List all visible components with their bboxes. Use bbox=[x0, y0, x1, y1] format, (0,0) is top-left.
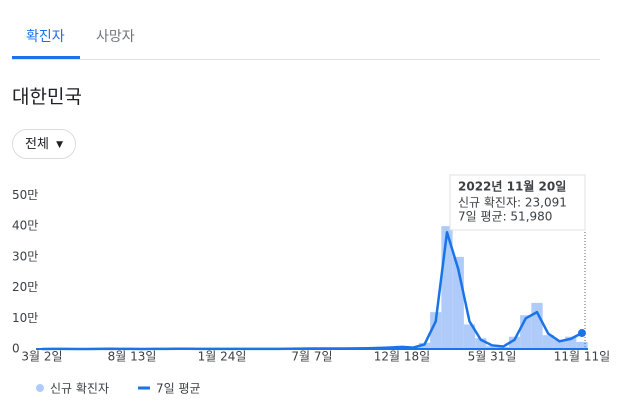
hover-dot bbox=[578, 329, 586, 338]
daily-bar bbox=[452, 256, 464, 349]
y-tick-label: 30만 bbox=[12, 249, 38, 263]
caret: ▼ bbox=[56, 140, 63, 150]
y-tick-label: 20만 bbox=[12, 280, 38, 294]
region-title: 대한민국 bbox=[12, 86, 82, 108]
tab-indicator bbox=[12, 56, 80, 59]
daily-bar bbox=[441, 226, 453, 349]
daily-bar bbox=[497, 346, 509, 349]
x-tick-label: 8월 13일 bbox=[108, 350, 157, 364]
legend-label: 7일 평균 bbox=[156, 382, 201, 396]
daily-bar bbox=[531, 302, 543, 349]
x-tick-label: 1월 24일 bbox=[198, 350, 247, 364]
x-tick-label: 7월 7일 bbox=[291, 350, 332, 364]
legend-label: 신규 확진자 bbox=[50, 382, 109, 396]
tooltip-title: 2022년 11월 20일 bbox=[458, 179, 566, 194]
divider bbox=[12, 59, 600, 60]
daily-bar bbox=[430, 312, 442, 349]
tooltip-line: 신규 확진자: 23,091 bbox=[458, 196, 567, 210]
filter-dropdown[interactable]: 전체 ▼ bbox=[12, 129, 76, 159]
daily-bar bbox=[542, 335, 554, 349]
daily-bar bbox=[553, 339, 566, 349]
x-tick-label: 12월 18일 bbox=[374, 350, 430, 364]
daily-bar bbox=[475, 338, 487, 349]
daily-bar bbox=[565, 336, 577, 349]
daily-bar bbox=[576, 341, 588, 349]
daily-bar bbox=[418, 342, 431, 349]
tab[interactable]: 사망자 bbox=[96, 29, 135, 45]
legend-swatch bbox=[36, 384, 44, 392]
average-line bbox=[41, 231, 583, 351]
filter-label: 전체 bbox=[25, 137, 49, 152]
daily-bar bbox=[486, 345, 498, 349]
y-tick-label: 50만 bbox=[12, 188, 38, 202]
x-tick-label: 3월 2일 bbox=[21, 350, 62, 364]
tooltip-box bbox=[449, 174, 586, 231]
y-tick-label: 0 bbox=[12, 342, 20, 356]
daily-bar bbox=[463, 324, 476, 349]
y-tick-label: 40만 bbox=[12, 219, 38, 233]
x-tick-label: 11월 11일 bbox=[554, 350, 610, 364]
tab[interactable]: 확진자 bbox=[26, 29, 65, 45]
tooltip-line: 7일 평균: 51,980 bbox=[458, 210, 552, 224]
daily-bar bbox=[520, 315, 532, 349]
x-tick-label: 5월 31일 bbox=[468, 350, 517, 364]
daily-bar bbox=[508, 336, 521, 349]
y-tick-label: 10만 bbox=[12, 311, 38, 325]
